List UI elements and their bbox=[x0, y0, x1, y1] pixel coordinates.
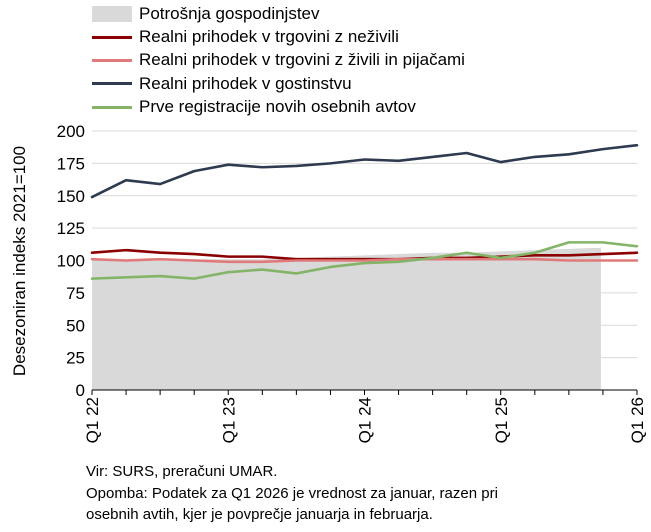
legend-item-zivila: Realni prihodek v trgovini z živili in p… bbox=[92, 49, 465, 72]
legend-label: Potrošnja gospodinjstev bbox=[139, 3, 320, 23]
legend-swatch-line bbox=[92, 82, 132, 86]
x-tick-label: Q1 23 bbox=[219, 397, 238, 443]
legend-label: Prve registracije novih osebnih avtov bbox=[139, 97, 416, 117]
y-tick-label: 100 bbox=[57, 252, 85, 271]
legend-item-avti: Prve registracije novih osebnih avtov bbox=[92, 96, 465, 119]
y-tick-label: 200 bbox=[57, 122, 85, 141]
legend-swatch-line bbox=[92, 35, 132, 39]
chart-notes: Vir: SURS, preračuni UMAR. Opomba: Podat… bbox=[86, 461, 498, 526]
axes: 0 25 50 75 100 125 150 175 200 Q1 22 Q1 23 Q1 24 Q1 … bbox=[57, 122, 647, 443]
y-tick-label: 0 bbox=[76, 381, 85, 400]
x-tick-label: Q1 24 bbox=[356, 397, 375, 443]
area-series bbox=[92, 247, 603, 390]
legend-label: Realni prihodek v trgovini z živili in p… bbox=[139, 50, 465, 70]
legend-item-gostinstvo: Realni prihodek v gostinstvu bbox=[92, 72, 465, 95]
chart-legend: Potrošnja gospodinjstev Realni prihodek … bbox=[92, 2, 465, 119]
legend-item-nezivila: Realni prihodek v trgovini z neživili bbox=[92, 25, 465, 48]
x-tick-label: Q1 22 bbox=[83, 397, 102, 443]
line-prve-registracije-avtov bbox=[90, 241, 639, 280]
legend-swatch-area bbox=[92, 5, 132, 22]
legend-label: Realni prihodek v trgovini z neživili bbox=[139, 27, 399, 47]
area-potrosnja-gospodinjstev bbox=[92, 247, 603, 390]
legend-swatch-line bbox=[92, 58, 132, 62]
line-realni-prihodek-gostinstvo bbox=[90, 143, 639, 199]
y-tick-label: 150 bbox=[57, 187, 85, 206]
y-axis-title: Desezoniran indeks 2021=100 bbox=[10, 146, 29, 376]
y-tick-label: 75 bbox=[66, 284, 85, 303]
y-tick-label: 175 bbox=[57, 154, 85, 173]
y-tick-label: 125 bbox=[57, 219, 85, 238]
legend-item-potrosnja: Potrošnja gospodinjstev bbox=[92, 2, 465, 25]
y-tick-label: 50 bbox=[66, 316, 85, 335]
line-series-group bbox=[90, 143, 639, 280]
legend-swatch-line bbox=[92, 105, 132, 109]
remark-note-1: Opomba: Podatek za Q1 2026 je vrednost z… bbox=[86, 484, 498, 502]
remark-note-2: osebnih avtih, kjer je povprečje januarj… bbox=[86, 506, 433, 523]
source-note: Vir: SURS, preračuni UMAR. bbox=[86, 463, 278, 480]
line-realni-prihodek-zivila bbox=[90, 257, 639, 264]
y-tick-label: 25 bbox=[66, 349, 85, 368]
x-tick-label: Q1 25 bbox=[492, 397, 511, 443]
x-tick-label: Q1 26 bbox=[628, 397, 647, 443]
legend-label: Realni prihodek v gostinstvu bbox=[139, 73, 352, 93]
